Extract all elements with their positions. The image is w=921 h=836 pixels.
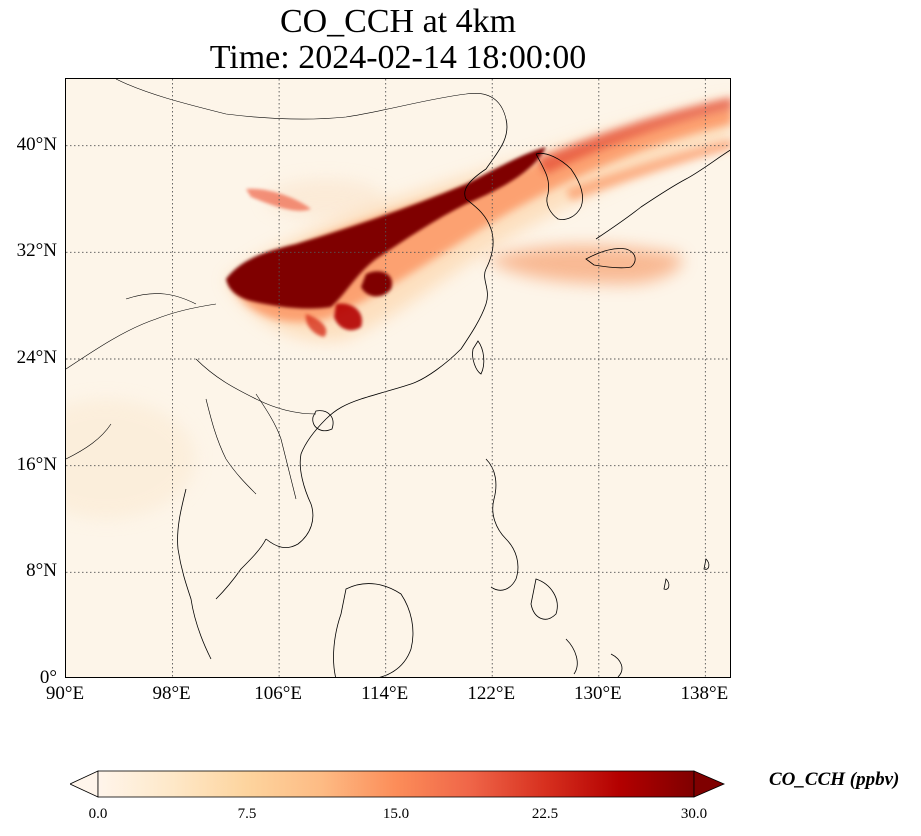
lat-tick-label: 8°N xyxy=(26,560,57,582)
lat-tick-label: 40°N xyxy=(16,133,57,155)
colorbar-extend-min xyxy=(70,770,99,798)
lon-tick-label: 98°E xyxy=(152,683,191,704)
colorbar xyxy=(70,770,726,798)
map-area[interactable] xyxy=(65,78,731,678)
colorbar-label: CO_CCH (ppbv) xyxy=(769,769,900,790)
map-title: CO_CCH at 4km xyxy=(279,3,517,40)
colorbar-tick-label: 0.0 xyxy=(88,806,108,822)
map-canvas xyxy=(66,79,730,677)
lat-tick-label: 16°N xyxy=(16,453,57,475)
colorbar-extend-max xyxy=(693,770,726,798)
co-plume xyxy=(66,97,730,519)
lon-tick-label: 130°E xyxy=(573,683,622,704)
map-subtitle: Time: 2024-02-14 18:00:00 xyxy=(209,39,587,76)
lon-tick-label: 114°E xyxy=(361,683,409,704)
colorbar-tick-label: 30.0 xyxy=(680,806,708,822)
colorbar-tick-label: 22.5 xyxy=(531,806,559,822)
lat-tick-label: 32°N xyxy=(16,240,57,262)
lon-tick-label: 90°E xyxy=(45,683,85,704)
lon-tick-label: 106°E xyxy=(254,683,302,704)
colorbar-tick-label: 15.0 xyxy=(382,806,410,822)
lat-tick-label: 0° xyxy=(39,667,57,688)
lat-tick-label: 24°N xyxy=(16,347,57,368)
gridlines xyxy=(66,79,730,677)
lon-tick-label: 122°E xyxy=(467,683,516,704)
colorbar-tick-label: 7.5 xyxy=(237,806,257,822)
colorbar-body xyxy=(97,770,695,798)
lon-tick-label: 138°E xyxy=(680,683,729,704)
coastlines xyxy=(66,79,730,677)
